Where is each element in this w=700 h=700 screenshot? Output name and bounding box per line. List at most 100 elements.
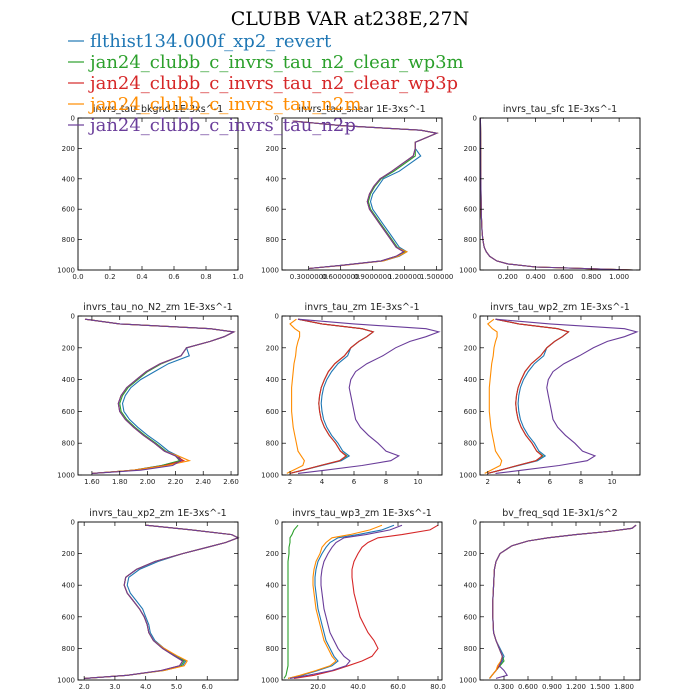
series-line-2 (84, 524, 240, 679)
series-line-1 (487, 318, 570, 474)
series-line-5 (84, 318, 236, 474)
x-tick-label: 0.2 (104, 273, 115, 281)
x-tick-label: 2.40 (195, 478, 211, 486)
series-line-5 (84, 524, 240, 679)
series-line-3 (84, 318, 236, 474)
y-tick-label: 200 (62, 145, 75, 153)
x-tick-label: 0.300 (494, 683, 514, 691)
panel-3: invrs_tau_sfc 1E-3xs^-1 0.200 0.400 0.600 0.… (459, 104, 641, 281)
y-tick-label: 400 (266, 175, 279, 183)
x-tick-label: 0.9000000 (354, 273, 392, 281)
x-tick-label: 0.3000000 (290, 273, 328, 281)
figure-title: CLUBB VAR at238E,27N (231, 8, 470, 30)
y-tick-label: 800 (266, 236, 279, 244)
x-tick-label: 3.0 (109, 683, 120, 691)
y-tick-label: 400 (62, 175, 75, 183)
x-tick-label: 6 (548, 478, 553, 486)
x-tick-label: 8 (384, 478, 388, 486)
series-line-3 (293, 524, 439, 679)
y-tick-label: 800 (62, 645, 75, 653)
panel-7: invrs_tau_xp2_zm 1E-3xs^-1 2.0 3.0 4.0 5.0 6.… (57, 508, 240, 691)
x-tick-label: 1.500 (590, 683, 610, 691)
legend: flthist134.000f_xp2_revertjan24_clubb_c_… (68, 31, 464, 136)
series-line-1 (84, 318, 236, 474)
series-line-2 (84, 318, 236, 474)
y-tick-label: 800 (266, 645, 279, 653)
y-tick-label: 200 (266, 344, 279, 352)
series-line-1 (479, 117, 634, 271)
y-tick-label: 0 (275, 115, 279, 123)
series-line-5 (297, 318, 441, 474)
y-tick-label: 800 (464, 236, 477, 244)
series-line-2 (487, 318, 570, 474)
x-tick-label: 60.0 (390, 683, 406, 691)
legend-entry-5: jan24_clubb_c_invrs_tau_n2p (68, 115, 356, 136)
y-tick-label: 800 (62, 440, 75, 448)
y-tick-label: 200 (62, 344, 75, 352)
y-tick-label: 400 (266, 582, 279, 590)
x-tick-label: 0.6 (168, 273, 180, 281)
panel-title: invrs_tau_wp2_zm 1E-3xs^-1 (490, 302, 630, 313)
x-tick-label: 2 (486, 478, 490, 486)
series-line-5 (289, 524, 403, 679)
x-tick-label: 8 (579, 478, 583, 486)
plot-frame (281, 521, 443, 681)
x-tick-label: 10 (608, 478, 617, 486)
x-tick-label: 6.0 (202, 683, 213, 691)
x-tick-label: 0.8 (200, 273, 211, 281)
x-tick-label: 2.0 (79, 683, 90, 691)
y-tick-label: 200 (62, 550, 75, 558)
y-tick-label: 0 (71, 313, 75, 321)
series-line-3 (289, 318, 375, 474)
y-tick-label: 800 (464, 440, 477, 448)
y-tick-label: 600 (464, 206, 477, 214)
series-line-4 (484, 318, 503, 474)
x-tick-label: 40.0 (350, 683, 366, 691)
y-tick-label: 0 (473, 115, 477, 123)
x-tick-label: 1.0 (232, 273, 243, 281)
series-line-2 (283, 524, 299, 679)
legend-entry-1: flthist134.000f_xp2_revert (68, 31, 332, 52)
y-tick-label: 200 (266, 145, 279, 153)
plot-frame (77, 117, 239, 271)
panel-6: invrs_tau_wp2_zm 1E-3xs^-1 2 4 6 8 10 0 200 400 6… (459, 302, 641, 486)
y-tick-label: 200 (464, 344, 477, 352)
panel-title: invrs_tau_xp2_zm 1E-3xs^-1 (89, 508, 226, 519)
x-tick-label: 80.0 (430, 683, 446, 691)
panel-1: invrs_tau_bkgnd 1E-3xs^-1 0.0 0.2 0.4 0.6 0.8… (57, 104, 243, 281)
legend-entry-4: jan24_clubb_c_invrs_tau_n2m (68, 94, 361, 115)
x-tick-label: 0.800 (581, 273, 601, 281)
series-line-3 (489, 524, 637, 679)
y-tick-label: 0 (473, 519, 477, 527)
legend-label: jan24_clubb_c_invrs_tau_n2m (88, 94, 361, 115)
x-tick-label: 2 (288, 478, 292, 486)
y-tick-label: 400 (464, 376, 477, 384)
y-tick-label: 200 (464, 550, 477, 558)
y-tick-label: 1000 (459, 267, 477, 275)
legend-label: jan24_clubb_c_invrs_tau_n2p (88, 115, 356, 136)
x-tick-label: 2.20 (168, 478, 184, 486)
x-tick-label: 0.900 (542, 683, 562, 691)
y-tick-label: 400 (62, 376, 75, 384)
y-tick-label: 400 (266, 376, 279, 384)
panel-5: invrs_tau_zm 1E-3xs^-1 2 4 6 8 10 0 200 400 600 80… (261, 302, 443, 486)
legend-label: jan24_clubb_c_invrs_tau_n2_clear_wp3p (88, 73, 458, 94)
panel-title: invrs_tau_sfc 1E-3xs^-1 (503, 104, 617, 115)
x-tick-label: 5.0 (171, 683, 182, 691)
series-line-3 (487, 318, 570, 474)
x-tick-label: 1.500000 (420, 273, 453, 281)
panel-grid: invrs_tau_bkgnd 1E-3xs^-1 0.0 0.2 0.4 0.6 0.8… (57, 104, 641, 691)
series-line-5 (292, 120, 439, 270)
series-line-5 (492, 524, 637, 679)
y-tick-label: 600 (266, 206, 279, 214)
y-tick-label: 0 (473, 313, 477, 321)
panel-9: bv_freq_sqd 1E-3x1/s^2 0.300 0.600 0.900 1.2… (459, 508, 641, 691)
plot-frame (281, 117, 443, 271)
y-tick-label: 0 (275, 313, 279, 321)
legend-label: jan24_clubb_c_invrs_tau_n2_clear_wp3m (88, 52, 464, 73)
series-line-3 (84, 524, 240, 679)
y-tick-label: 600 (62, 408, 75, 416)
y-tick-label: 800 (62, 236, 75, 244)
y-tick-label: 0 (71, 115, 75, 123)
